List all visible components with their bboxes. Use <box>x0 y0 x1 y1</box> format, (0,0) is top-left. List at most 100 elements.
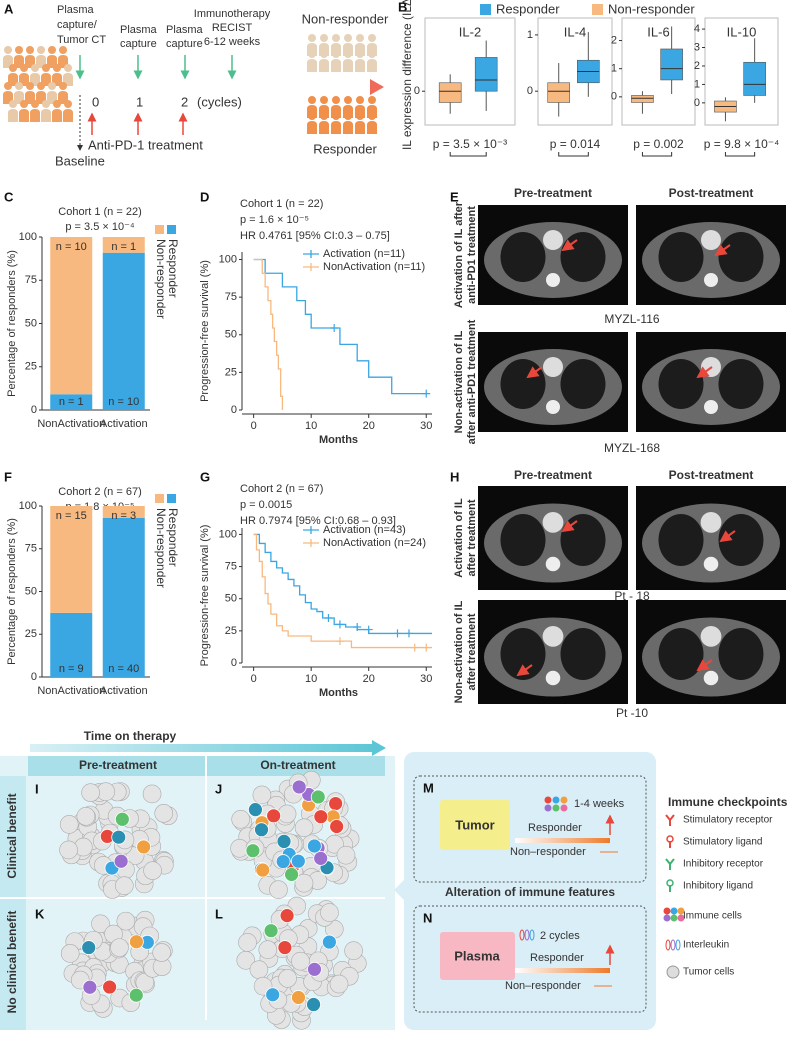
cycle-label: (cycles) <box>197 94 242 109</box>
legend-item: Stimulatory receptor <box>683 815 773 826</box>
person-icon <box>4 46 12 54</box>
legend-label: Responder <box>166 239 180 298</box>
person-icon <box>41 109 51 122</box>
plasma-box <box>440 932 515 980</box>
y-tick-label: 1 <box>527 29 533 41</box>
bar-label: n = 1 <box>111 241 136 253</box>
person-icon <box>332 96 340 104</box>
tumor-cell <box>294 818 314 838</box>
column-header: Pre-treatment <box>514 468 592 482</box>
bracket <box>641 152 673 157</box>
panel-label: A <box>4 1 14 16</box>
feature-pointer <box>394 880 404 900</box>
x-tick-label: 20 <box>363 420 375 432</box>
tumor-cell <box>249 960 269 979</box>
responder-gradient <box>515 968 610 973</box>
immune-cell-icon <box>663 907 671 915</box>
person-icon <box>41 73 51 86</box>
panel-frame <box>621 17 696 126</box>
person-icon <box>368 112 376 120</box>
tumor-cell <box>115 876 134 896</box>
censor-mark <box>422 643 431 652</box>
immune-cell <box>82 979 98 995</box>
row-label: after anti-PD1 treatment <box>466 319 478 444</box>
person-icon <box>20 64 28 72</box>
ct-arrow <box>714 244 731 257</box>
row-label: after treatment <box>466 613 478 690</box>
y-tick-label: 0 <box>694 97 700 109</box>
immune-cell-icon <box>663 914 671 922</box>
box-n <box>413 905 647 1013</box>
ct-scan <box>701 230 721 250</box>
ct-scan <box>542 512 564 533</box>
person-icon <box>53 100 61 108</box>
checkpoint-icon <box>666 835 674 843</box>
ct-arrow <box>719 530 736 543</box>
y-axis-label: Percentage of responders (%) <box>6 250 18 397</box>
bar-label: n = 10 <box>108 396 139 408</box>
legend-label: Activation (n=43) <box>323 524 406 536</box>
bar-label: n = 40 <box>108 663 139 675</box>
y-tick-label: 0 <box>31 671 37 683</box>
person-icon <box>25 91 35 104</box>
person-icon <box>52 73 62 86</box>
legend-label: Non-responder <box>608 1 695 16</box>
legend-swatch <box>155 494 164 503</box>
x-tick-label: 30 <box>420 673 432 685</box>
p-value: p = 3.5 × 10⁻³ <box>433 137 507 151</box>
y-tick-label: 0 <box>31 404 37 416</box>
tumor-cell <box>76 807 96 826</box>
person-icon <box>355 121 365 134</box>
y-axis-label: Progression-free survival (%) <box>199 525 211 667</box>
person-icon <box>42 100 50 108</box>
legend-line <box>303 526 319 534</box>
ct-scan <box>704 400 718 414</box>
y-tick-label: 3 <box>694 41 700 53</box>
column-header: Post-treatment <box>669 468 754 482</box>
legend-line <box>303 250 319 258</box>
baseline-label: Baseline <box>55 153 105 168</box>
box-m <box>413 775 647 883</box>
ct-scan <box>658 359 704 409</box>
person-icon <box>53 64 61 72</box>
p-value: p = 0.014 <box>550 137 601 151</box>
row-label: No clinical benefit <box>5 911 19 1014</box>
person-icon <box>344 34 352 42</box>
tumor-cell <box>59 840 78 860</box>
bracket <box>724 152 756 157</box>
immune-cell <box>313 809 329 825</box>
ct-arrow <box>561 239 578 252</box>
immune-cell <box>265 987 281 1003</box>
person-icon <box>308 96 316 104</box>
timepoint-label: Plasma <box>57 4 95 16</box>
legend-label: NonActivation (n=24) <box>323 537 426 549</box>
person-icon <box>344 50 352 58</box>
immune-cell <box>266 808 282 824</box>
timepoint-label: Tumor CT <box>57 34 106 46</box>
cycle-label: 0 <box>92 94 99 109</box>
immune-cell-icon <box>677 914 685 922</box>
censor-mark <box>422 389 431 398</box>
y-tick-label: 25 <box>25 361 37 373</box>
y-tick-label: 75 <box>225 291 237 303</box>
panel-frame <box>704 17 779 126</box>
y-tick-label: 4 <box>694 23 700 35</box>
y-tick-label: 0 <box>231 657 237 669</box>
panel-title: IL-4 <box>564 24 586 39</box>
panel-label: G <box>200 469 210 484</box>
censor-mark <box>335 620 344 629</box>
timepoint-label: Plasma <box>120 24 158 36</box>
immune-cell <box>291 990 306 1005</box>
bar-segment <box>50 237 93 395</box>
ct-scan <box>658 232 704 282</box>
tumor-cell <box>110 938 129 957</box>
person-icon <box>320 96 328 104</box>
person-icon <box>331 121 341 134</box>
person-icon <box>58 55 68 68</box>
checkpoint-icon <box>666 879 674 887</box>
person-icon <box>331 59 341 72</box>
x-tick-label: NonActivation <box>37 418 105 430</box>
responder-gradient <box>515 838 610 843</box>
tumor-cell <box>269 880 288 900</box>
person-icon <box>36 55 46 68</box>
